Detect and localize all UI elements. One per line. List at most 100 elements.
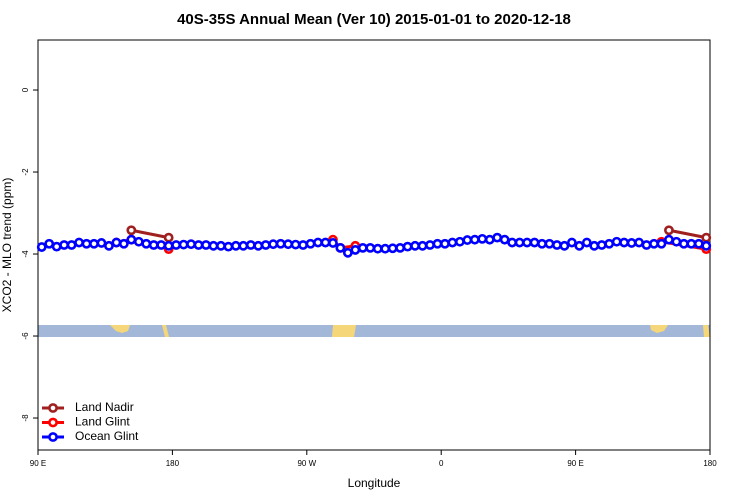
point <box>440 238 450 249</box>
point <box>462 235 473 245</box>
point <box>260 240 271 250</box>
legend-label: Land Glint <box>75 415 130 429</box>
point <box>701 232 712 243</box>
point <box>656 238 667 249</box>
point <box>171 240 182 250</box>
point <box>275 238 286 249</box>
point <box>664 234 674 245</box>
point <box>544 238 555 249</box>
point <box>141 238 152 249</box>
point <box>186 239 196 250</box>
point <box>619 237 630 248</box>
chart-title: 40S-35S Annual Mean (Ver 10) 2015-01-01 … <box>177 11 571 28</box>
x-tick-label: 90 E <box>30 459 46 468</box>
point <box>208 240 219 251</box>
point <box>454 236 465 247</box>
point <box>253 240 264 251</box>
point <box>216 240 226 251</box>
series-line <box>131 228 169 240</box>
y-tick-label: -6 <box>21 332 30 340</box>
point <box>664 225 674 236</box>
y-tick-label: 0 <box>21 87 30 92</box>
point <box>417 240 428 251</box>
point <box>104 240 114 251</box>
x-tick-label: 0 <box>439 459 444 468</box>
point <box>686 238 697 249</box>
point <box>671 236 682 247</box>
point <box>522 237 532 248</box>
point <box>529 237 540 248</box>
x-tick-label: 180 <box>703 459 717 468</box>
point <box>350 245 361 255</box>
map-band <box>38 325 710 337</box>
point <box>387 243 398 254</box>
point <box>484 234 495 245</box>
point <box>156 240 167 250</box>
point <box>201 240 211 250</box>
point <box>178 239 189 250</box>
point <box>223 241 234 252</box>
x-axis-label: Longitude <box>348 476 401 490</box>
point <box>559 240 570 251</box>
point <box>74 237 84 248</box>
point <box>380 243 391 254</box>
point <box>81 238 92 249</box>
point <box>118 238 129 249</box>
point <box>163 240 174 251</box>
point <box>89 238 99 249</box>
point <box>305 238 316 249</box>
point <box>59 240 70 250</box>
point <box>245 240 256 250</box>
point <box>514 237 525 248</box>
legend-marker <box>48 432 58 442</box>
y-tick-label: -4 <box>21 250 30 258</box>
point <box>238 240 249 251</box>
point <box>589 240 600 251</box>
point <box>230 240 241 251</box>
point <box>365 242 376 253</box>
point <box>44 238 55 249</box>
point <box>51 241 62 252</box>
point <box>163 232 174 243</box>
x-tick-label: 90 E <box>567 459 583 468</box>
x-tick-label: 180 <box>166 459 180 468</box>
point <box>335 242 346 253</box>
point <box>634 237 644 248</box>
point <box>410 240 420 251</box>
point <box>148 240 159 250</box>
point <box>649 238 659 249</box>
point <box>298 240 308 250</box>
point <box>499 234 510 245</box>
y-tick-label: -8 <box>21 414 30 422</box>
point <box>566 237 577 248</box>
point <box>268 239 279 250</box>
point <box>447 237 458 248</box>
point <box>395 242 406 253</box>
legend-label: Land Nadir <box>75 400 134 414</box>
legend-marker <box>48 403 58 413</box>
point <box>432 238 443 249</box>
point <box>66 240 77 250</box>
point <box>111 237 122 248</box>
y-axis-label: XCO2 - MLO trend (ppm) <box>0 178 14 313</box>
point <box>477 233 488 244</box>
point <box>611 236 622 247</box>
point <box>425 240 435 250</box>
point <box>537 238 547 249</box>
point <box>313 237 323 248</box>
point <box>492 232 503 243</box>
point <box>469 234 480 245</box>
point <box>574 240 585 251</box>
point <box>678 238 689 249</box>
point <box>328 238 338 248</box>
point <box>133 236 144 247</box>
point <box>193 240 204 250</box>
point <box>552 240 562 250</box>
legend-marker <box>48 417 58 428</box>
point <box>604 238 615 249</box>
point <box>36 242 47 252</box>
point <box>402 241 413 252</box>
series-line <box>668 228 707 240</box>
y-tick-label: -2 <box>21 168 30 176</box>
